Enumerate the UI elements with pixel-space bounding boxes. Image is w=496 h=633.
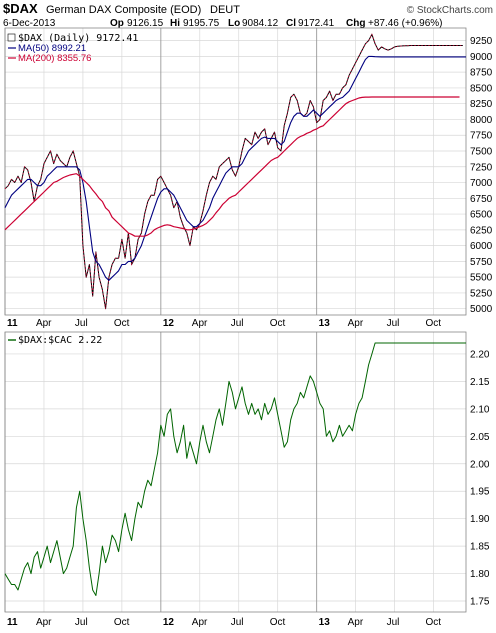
x-tick-label: Oct xyxy=(270,617,286,628)
x-tick-label: 11 xyxy=(7,617,18,628)
x-tick-label: Jul xyxy=(75,617,88,628)
legend-ratio: $DAX:$CAC 2.22 xyxy=(18,335,102,346)
x-tick-label: Apr xyxy=(192,617,208,628)
legend-ma50: MA(50) 8992.21 xyxy=(18,43,86,54)
ohlc-change-label: Chg xyxy=(346,18,365,29)
x-tick-label: Oct xyxy=(426,318,442,329)
plot-frame xyxy=(4,331,467,613)
x-tick-label: 12 xyxy=(163,617,175,628)
y-tick-label: 5750 xyxy=(470,257,493,268)
y-tick-label: 7000 xyxy=(470,178,493,189)
exchange-label: DEUT xyxy=(210,4,240,16)
x-tick-label: Apr xyxy=(348,617,364,628)
y-tick-label: 2.05 xyxy=(470,432,490,443)
price-panel: 5000 5250 5500 5750 6000 6250 6500 6750 7000 7250… xyxy=(4,27,493,329)
y-tick-label: 1.95 xyxy=(470,487,490,498)
x-tick-label: Oct xyxy=(270,318,286,329)
y-tick-label: 2.20 xyxy=(470,349,490,360)
x-tick-label: Jul xyxy=(231,617,244,628)
y-tick-label: 9250 xyxy=(470,36,493,47)
y-tick-label: 8000 xyxy=(470,115,493,126)
chart-date: 6-Dec-2013 xyxy=(3,18,56,29)
x-tick-label: Oct xyxy=(426,617,442,628)
ohlc-change-value: +87.46 (+0.96%) xyxy=(368,18,443,29)
legend-swatch-price xyxy=(7,33,16,42)
legend-ma200: MA(200) 8355.76 xyxy=(18,53,91,64)
ohlc-high-value: 9195.75 xyxy=(183,18,220,29)
series-ratio xyxy=(4,342,466,596)
legend-price: $DAX (Daily) 9172.41 xyxy=(18,33,138,44)
y-tick-label: 1.85 xyxy=(470,542,490,553)
ratio-legend: $DAX:$CAC 2.22 xyxy=(8,335,102,346)
ohlc-open-label: Op xyxy=(110,18,124,29)
x-tick-label: Jul xyxy=(231,318,244,329)
y-tick-label: 6000 xyxy=(470,241,493,252)
x-tick-label: Apr xyxy=(36,318,52,329)
ohlc-high-label: Hi xyxy=(170,18,180,29)
y-tick-label: 5500 xyxy=(470,273,493,284)
y-tick-label: 2.15 xyxy=(470,377,490,388)
series-price xyxy=(4,33,463,310)
y-tick-label: 7750 xyxy=(470,131,493,142)
ohlc-low-value: 9084.12 xyxy=(242,18,279,29)
chart-header: $DAX German DAX Composite (EOD) DEUT © S… xyxy=(3,1,493,29)
x-tick-label: Jul xyxy=(75,318,88,329)
y-tick-label: 6500 xyxy=(470,210,493,221)
series-price-down-bars xyxy=(4,33,463,309)
y-tick-label: 6750 xyxy=(470,194,493,205)
y-tick-label: 1.90 xyxy=(470,514,490,525)
x-tick-label: Apr xyxy=(192,318,208,329)
y-tick-label: 1.80 xyxy=(470,569,490,580)
x-tick-label: Oct xyxy=(114,617,130,628)
x-tick-label: Oct xyxy=(114,318,130,329)
y-tick-label: 1.75 xyxy=(470,597,490,608)
y-tick-label: 7250 xyxy=(470,162,493,173)
ohlc-close-label: Cl xyxy=(286,18,296,29)
ohlc-close-value: 9172.41 xyxy=(298,18,335,29)
x-tick-label: 12 xyxy=(163,318,175,329)
ohlc-open-value: 9126.15 xyxy=(127,18,164,29)
ratio-panel: 1.75 1.80 1.85 1.90 1.95 2.00 2.05 2.10 2.15 2.20… xyxy=(4,331,490,628)
x-tick-label: Apr xyxy=(348,318,364,329)
y-tick-label: 8750 xyxy=(470,68,493,79)
price-legend: $DAX (Daily) 9172.41 MA(50) 8992.21 MA(2… xyxy=(7,33,138,64)
x-tick-label: 13 xyxy=(319,617,331,628)
y-tick-label: 8250 xyxy=(470,99,493,110)
series-ma200 xyxy=(4,96,460,237)
series-ma50 xyxy=(4,55,466,281)
security-name: German DAX Composite (EOD) xyxy=(46,4,201,16)
x-tick-label: Jul xyxy=(387,617,400,628)
y-tick-label: 2.10 xyxy=(470,404,490,415)
x-tick-label: Jul xyxy=(387,318,400,329)
x-tick-label: Apr xyxy=(36,617,52,628)
symbol-label: $DAX xyxy=(3,1,38,16)
copyright-label: © StockCharts.com xyxy=(407,5,493,16)
y-tick-label: 7500 xyxy=(470,147,493,158)
y-tick-label: 9000 xyxy=(470,52,493,63)
y-tick-label: 2.00 xyxy=(470,459,490,470)
x-tick-label: 11 xyxy=(7,318,18,329)
y-tick-label: 8500 xyxy=(470,83,493,94)
y-tick-label: 5000 xyxy=(470,304,493,315)
y-tick-label: 6250 xyxy=(470,225,493,236)
y-tick-label: 5250 xyxy=(470,288,493,299)
ohlc-low-label: Lo xyxy=(228,18,240,29)
x-tick-label: 13 xyxy=(319,318,331,329)
plot-frame xyxy=(4,27,467,316)
